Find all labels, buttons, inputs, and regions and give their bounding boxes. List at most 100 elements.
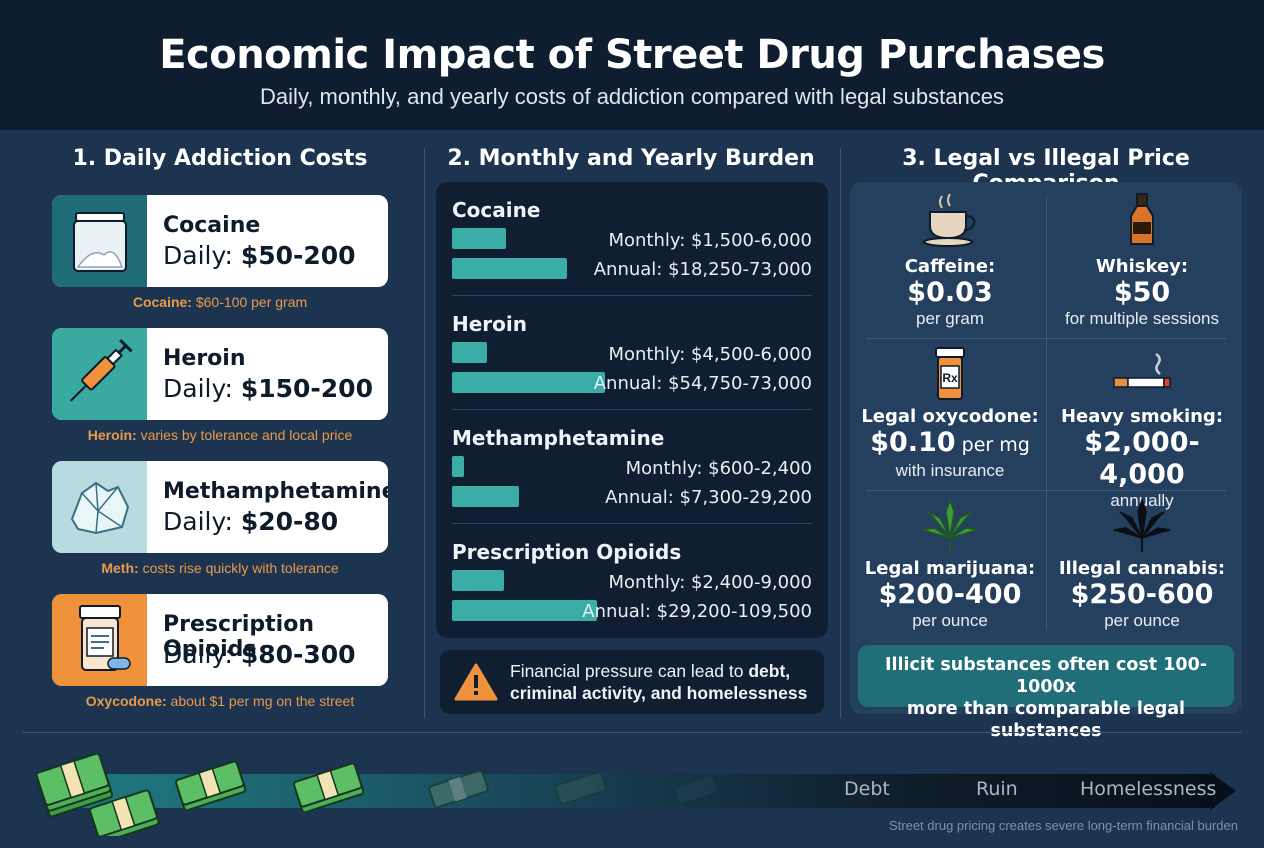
item-unit: per ounce (1104, 611, 1180, 630)
grid-divider (866, 490, 1226, 491)
drug-name: Heroin (452, 312, 527, 336)
item-label: Heavy smoking: (1060, 406, 1224, 427)
monthly-bar (452, 342, 487, 363)
annual-cost: Annual: $29,200-109,500 (582, 601, 812, 622)
item-label: Illegal cannabis: (1058, 558, 1226, 579)
annual-cost: Annual: $54,750-73,000 (593, 373, 812, 394)
item-label: Whiskey: (1095, 256, 1189, 277)
monthly-bar (452, 228, 506, 249)
item-price: $0.10 per mg (870, 427, 1030, 458)
green-leaf-icon (921, 498, 979, 552)
daily-section-title: 1. Daily Addiction Costs (72, 146, 368, 171)
monthly-bar (452, 456, 464, 477)
burden-block-methamphetamine: Methamphetamine Monthly: $600-2,400 Annu… (436, 410, 828, 524)
whiskey-bottle-icon (1130, 193, 1154, 245)
comparison-cell-legal-marijuana: Legal marijuana: $200-400 per ounce (860, 498, 1040, 638)
stage-label-debt: Debt (844, 778, 890, 800)
item-label: Legal oxycodone: (861, 406, 1039, 427)
stage-label-homelessness: Homelessness (1080, 778, 1217, 800)
comparison-callout: Illicit substances often cost 100-1000x … (858, 645, 1234, 741)
monthly-cost: Monthly: $4,500-6,000 (608, 344, 812, 365)
cash-stack-icon (175, 760, 246, 810)
cigarette-icon (1113, 352, 1171, 388)
comparison-cell-heavy-smoking: Heavy smoking: $2,000-4,000 annually (1052, 346, 1232, 510)
daily-note: Oxycodone: about $1 per mg on the street (85, 693, 355, 709)
item-price: $50 (1113, 277, 1171, 308)
item-label: Caffeine: (904, 256, 996, 277)
black-leaf-icon (1113, 498, 1171, 552)
page-title: Economic Impact of Street Drug Purchases (159, 32, 1105, 78)
divider (452, 295, 812, 296)
daily-cost: Daily: $150-200 (163, 374, 373, 403)
annual-bar (452, 486, 519, 507)
footer-divider (22, 732, 1242, 733)
arrow-head-icon (1210, 772, 1236, 810)
prescription-bottle-icon: Rx (935, 347, 965, 400)
burden-block-heroin: Heroin Monthly: $4,500-6,000 Annual: $54… (436, 296, 828, 410)
grid-divider (866, 338, 1226, 339)
monthly-cost: Monthly: $600-2,400 (625, 458, 812, 479)
annual-bar (452, 258, 567, 279)
daily-cost: Daily: $80-300 (163, 640, 356, 669)
drug-name: Cocaine (452, 198, 541, 222)
annual-cost: Annual: $7,300-29,200 (605, 487, 812, 508)
drug-name: Heroin (163, 346, 246, 371)
monthly-cost: Monthly: $2,400-9,000 (608, 572, 812, 593)
cash-stack-icon (675, 776, 718, 803)
pill-bottle-icon (52, 594, 147, 686)
column-divider (424, 148, 425, 718)
cash-stack-icon (554, 770, 607, 806)
daily-cost: Daily: $50-200 (163, 241, 356, 270)
item-price: $250-600 (1070, 579, 1214, 610)
divider (452, 523, 812, 524)
drug-name: Prescription Opioids (452, 540, 682, 564)
syringe-icon (52, 328, 147, 420)
column-divider (840, 148, 841, 718)
footer-note: Street drug pricing creates severe long-… (888, 818, 1238, 833)
daily-card-cocaine: Cocaine Daily: $50-200 (52, 195, 388, 287)
drug-name: Prescription Opioids (163, 612, 315, 662)
daily-card-methamphetamine: Methamphetamine Daily: $20-80 (52, 461, 388, 553)
annual-bar (452, 600, 597, 621)
item-label: Legal marijuana: (864, 558, 1036, 579)
annual-bar (452, 372, 605, 393)
warning-box: Financial pressure can lead to debt, cri… (440, 650, 824, 714)
monthly-section-title: 2. Monthly and Yearly Burden (447, 146, 815, 171)
daily-note: Cocaine: $60-100 per gram (132, 294, 308, 310)
stage-label-ruin: Ruin (976, 778, 1018, 800)
callout-line: more than comparable legal substances (906, 699, 1186, 741)
item-unit: per gram (915, 309, 985, 328)
daily-card-heroin: Heroin Daily: $150-200 (52, 328, 388, 420)
divider (452, 409, 812, 410)
drug-name: Methamphetamine (452, 426, 665, 450)
item-unit: per ounce (912, 611, 988, 630)
daily-cost: Daily: $20-80 (163, 507, 339, 536)
page-subtitle: Daily, monthly, and yearly costs of addi… (260, 84, 1004, 109)
callout-line: Illicit substances often cost 100-1000x (884, 655, 1208, 697)
daily-note: Meth: costs rise quickly with tolerance (101, 560, 339, 576)
cash-stack-icon (36, 752, 160, 836)
monthly-bar (452, 570, 504, 591)
monthly-yearly-panel: Cocaine Monthly: $1,500-6,000 Annual: $1… (436, 182, 828, 638)
item-unit: with insurance (895, 461, 1005, 480)
burden-block-prescription-opioids: Prescription Opioids Monthly: $2,400-9,0… (436, 524, 828, 638)
item-price: $200-400 (878, 579, 1022, 610)
svg-text:Rx: Rx (942, 371, 958, 385)
comparison-cell-illegal-cannabis: Illegal cannabis: $250-600 per ounce (1052, 498, 1232, 638)
comparison-cell-whiskey: Whiskey: $50 for multiple sessions (1052, 192, 1232, 342)
comparison-panel (850, 182, 1242, 714)
monthly-cost: Monthly: $1,500-6,000 (608, 230, 812, 251)
cash-stack-icon (428, 769, 489, 809)
daily-card-prescription-opioids: Prescription Opioids Daily: $80-300 (52, 594, 388, 686)
item-unit: for multiple sessions (1064, 309, 1219, 328)
comparison-cell-legal-oxycodone: Rx Legal oxycodone: $0.10 per mg with in… (860, 346, 1040, 496)
grid-divider (1046, 196, 1047, 630)
cash-stack-icon (293, 762, 364, 812)
daily-note: Heroin: varies by tolerance and local pr… (87, 427, 353, 443)
crystal-icon (52, 461, 147, 553)
decline-arrow (60, 774, 1215, 808)
comparison-cell-caffeine: Caffeine: $0.03 per gram (860, 192, 1040, 342)
drug-name: Methamphetamine (163, 479, 388, 504)
annual-cost: Annual: $18,250-73,000 (593, 259, 812, 280)
warning-text: Financial pressure can lead to debt, cri… (510, 661, 808, 703)
